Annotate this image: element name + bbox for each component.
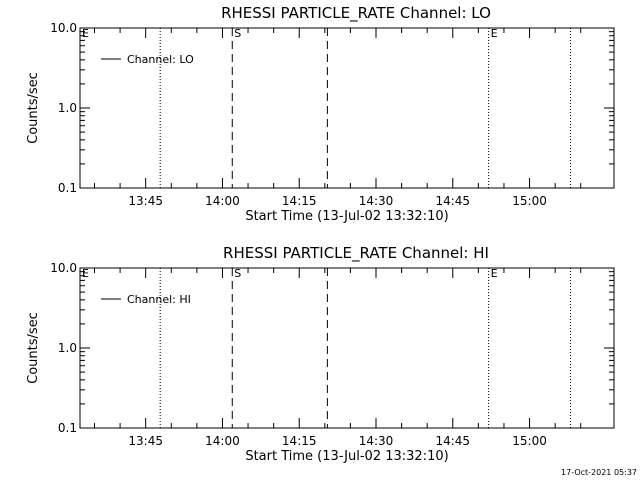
marker-label: E — [82, 27, 89, 40]
y-axis-label: Counts/sec — [26, 72, 41, 144]
y-tick-label: 1.0 — [58, 341, 77, 355]
legend-label: Channel: LO — [127, 53, 194, 66]
x-tick-label: 14:45 — [435, 194, 470, 208]
y-tick-label: 10.0 — [50, 21, 77, 35]
x-tick-label: 14:15 — [282, 434, 317, 448]
y-tick-label: 0.1 — [58, 181, 77, 195]
x-tick-label: 15:00 — [512, 194, 547, 208]
x-tick-label: 15:00 — [512, 434, 547, 448]
y-axis-label: Counts/sec — [26, 312, 41, 384]
x-tick-label: 14:00 — [205, 434, 240, 448]
chart-title: RHESSI PARTICLE_RATE Channel: HI — [223, 244, 489, 263]
x-tick-label: 13:45 — [128, 434, 163, 448]
x-tick-label: 14:45 — [435, 434, 470, 448]
y-tick-label: 10.0 — [50, 261, 77, 275]
marker-label: S — [234, 267, 241, 280]
chart-panel-hi: RHESSI PARTICLE_RATE Channel: HI 0.1 1.0 10… — [26, 244, 615, 464]
y-tick-label: 0.1 — [58, 421, 77, 435]
x-axis-label: Start Time (13-Jul-02 13:32:10) — [245, 209, 448, 224]
x-tick-label: 14:30 — [359, 434, 394, 448]
x-tick-label: 13:45 — [128, 194, 163, 208]
marker-label: E — [82, 267, 89, 280]
chart-panel-lo: RHESSI PARTICLE_RATE Channel: LO 0.1 1.0 10… — [26, 4, 615, 224]
marker-label: E — [491, 267, 498, 280]
marker-label: E — [491, 27, 498, 40]
x-axis-label: Start Time (13-Jul-02 13:32:10) — [245, 449, 448, 464]
plot-timestamp: 17-Oct-2021 05:37 — [561, 468, 637, 477]
y-tick-label: 1.0 — [58, 101, 77, 115]
x-tick-label: 14:15 — [282, 194, 317, 208]
marker-label: S — [234, 27, 241, 40]
chart-title: RHESSI PARTICLE_RATE Channel: LO — [221, 4, 491, 23]
x-tick-label: 14:30 — [359, 194, 394, 208]
x-tick-label: 14:00 — [205, 194, 240, 208]
legend-label: Channel: HI — [127, 293, 191, 306]
